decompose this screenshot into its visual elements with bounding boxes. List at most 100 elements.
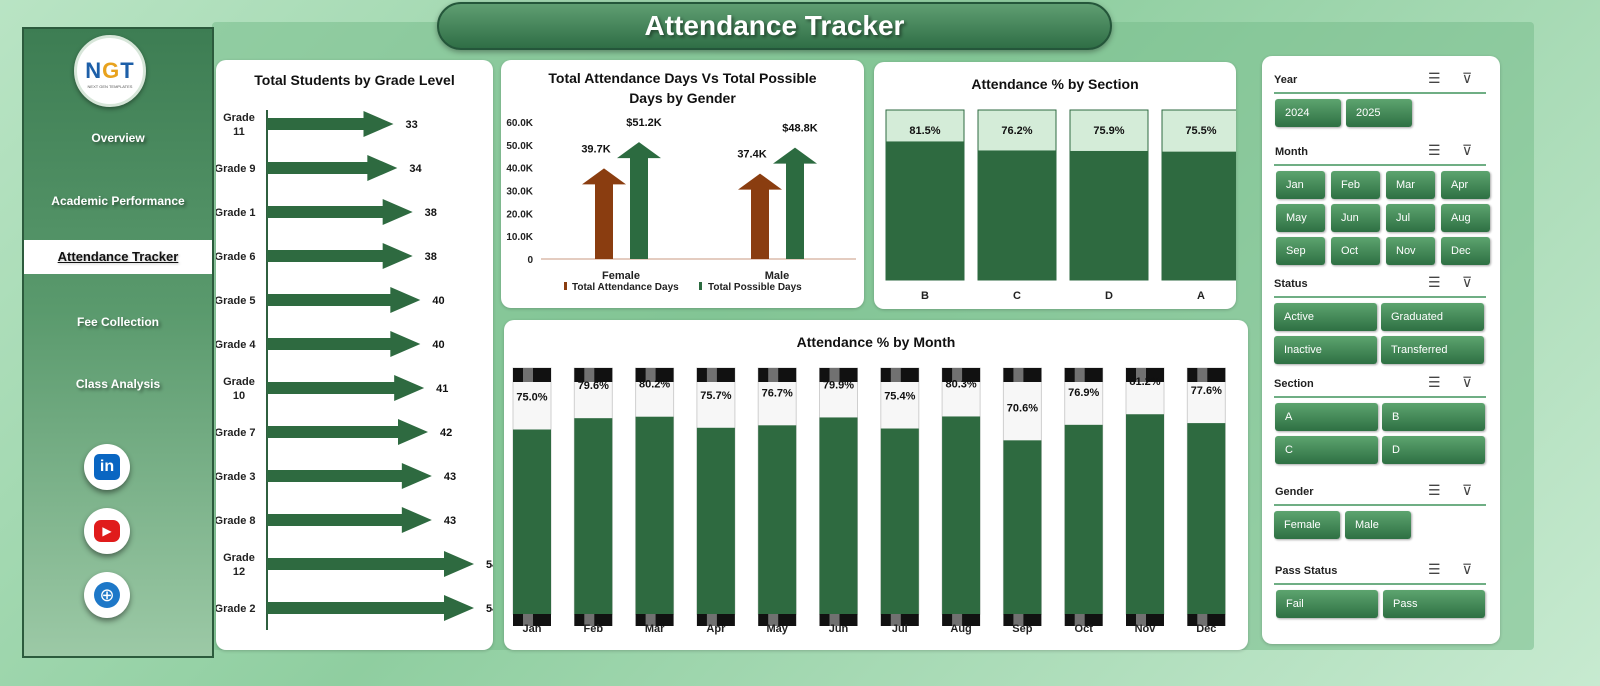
grade-level-card: Total Students by Grade Level Grade 11 33 G… [216,60,493,650]
clear-filter-icon[interactable]: ⊽ [1462,274,1473,290]
sidebar: NGT NEXT GEN TEMPLATES Overview Academic… [22,27,214,658]
month-option-jun[interactable]: Jun [1331,204,1380,232]
grade-bar-4 [267,287,421,313]
month-option-mar[interactable]: Mar [1386,171,1435,199]
grade-data-label: 54 [486,603,493,615]
grade-bar-7 [267,419,428,445]
grade-bar-1 [267,155,398,181]
slicer-divider [1274,583,1486,585]
month-bar-5 [819,417,858,614]
section-option-b[interactable]: B [1382,403,1485,431]
clear-filter-icon[interactable]: ⊽ [1462,70,1473,86]
month-bar-cap-shine-2 [645,368,656,382]
grade-tick-label: Grade 6 [216,251,255,263]
month-bar-cap-bottom-shine-11 [1197,614,1208,626]
nav-item-attendance-tracker[interactable]: Attendance Tracker [24,240,212,274]
clear-filter-icon[interactable]: ⊽ [1462,374,1473,390]
status-option-transferred[interactable]: Transferred [1381,336,1484,364]
month-data-label: 75.4% [884,391,915,403]
nav-item-overview[interactable]: Overview [91,131,145,145]
linkedin-icon: in [94,454,120,480]
status-option-inactive[interactable]: Inactive [1274,336,1377,364]
month-x-tick: May [766,623,788,635]
youtube-icon: ▶ [94,520,120,542]
month-option-jan[interactable]: Jan [1276,171,1325,199]
nav-item-fee-collection[interactable]: Fee Collection [76,315,159,329]
month-bar-cap-bottom-shine-10 [1136,614,1146,626]
grade-data-label: 40 [432,295,444,307]
clear-filter-icon[interactable]: ⊽ [1462,142,1473,158]
section-card: Attendance % by Section 81.5% B 76.2% C 75.9… [874,62,1236,309]
month-option-feb[interactable]: Feb [1331,171,1380,199]
gender-option-male[interactable]: Male [1345,511,1411,539]
website-button[interactable]: ⊕ [84,572,130,618]
section-bar-1 [978,150,1056,280]
month-data-label: 80.2% [639,379,670,391]
section-option-a[interactable]: A [1275,403,1378,431]
status-option-active[interactable]: Active [1274,303,1377,331]
month-bar-cap-shine-5 [829,368,840,382]
multi-select-icon[interactable]: ☰ [1428,482,1441,498]
month-bar-cap-shine-0 [523,368,533,382]
status-option-graduated[interactable]: Graduated [1381,303,1484,331]
grade-tick-label: Grade 2 [216,603,255,615]
section-slicer-label: Section [1274,378,1314,390]
youtube-button[interactable]: ▶ [84,508,130,554]
legend-swatch-attendance [564,282,567,290]
month-option-may[interactable]: May [1276,204,1325,232]
section-option-d[interactable]: D [1382,436,1485,464]
month-option-aug[interactable]: Aug [1441,204,1490,232]
clear-filter-icon[interactable]: ⊽ [1462,482,1473,498]
month-x-tick: Feb [584,623,604,635]
month-bar-cap-bottom-shine-8 [1013,614,1024,626]
grade-level-chart: Grade 11 33 Grade 9 34 Grade 1 38 Grade 6 38 Grad… [216,110,493,630]
month-bar-10 [1126,414,1164,614]
grade-tick-label: Grade 8 [216,515,255,527]
month-bar-cap-bottom-shine-5 [829,614,840,626]
gender-y-tick: 40.0K [506,164,533,175]
nav-item-class-analysis[interactable]: Class Analysis [75,377,161,391]
month-x-tick: Apr [706,623,726,635]
gender-y-tick: 20.0K [506,209,533,220]
month-bar-cap-shine-11 [1197,368,1208,382]
month-option-oct[interactable]: Oct [1331,237,1380,265]
multi-select-icon[interactable]: ☰ [1428,374,1441,390]
month-option-jul[interactable]: Jul [1386,204,1435,232]
grade-bar-2 [267,199,413,225]
section-option-c[interactable]: C [1275,436,1378,464]
grade-bar-10 [267,551,474,577]
grade-tick-label: Grade 5 [216,295,255,307]
month-option-nov[interactable]: Nov [1386,237,1435,265]
multi-select-icon[interactable]: ☰ [1428,561,1441,577]
gender-option-female[interactable]: Female [1274,511,1340,539]
gender-chart-title: Total Attendance Days Vs Total Possible D… [548,70,817,106]
gender-y-tick: 0 [527,255,533,266]
month-bar-11 [1187,423,1226,614]
section-data-label: 75.5% [1185,125,1216,137]
month-x-tick: Jul [892,623,908,635]
gender-data-label: 37.4K [737,149,766,161]
gender-y-tick: 10.0K [506,232,533,243]
month-option-sep[interactable]: Sep [1276,237,1325,265]
multi-select-icon[interactable]: ☰ [1428,142,1441,158]
grade-bar-6 [267,375,425,401]
month-option-apr[interactable]: Apr [1441,171,1490,199]
month-bar-cap-bottom-shine-7 [952,614,963,626]
nav-item-academic-performance[interactable]: Academic Performance [51,194,185,208]
month-x-tick: Nov [1135,623,1157,635]
grade-data-label: 38 [425,207,437,219]
gender-bar-0-0 [582,168,626,259]
pass-status-option-pass[interactable]: Pass [1383,590,1485,618]
month-bar-cap-bottom-shine-2 [645,614,656,626]
year-option-2024[interactable]: 2024 [1275,99,1341,127]
clear-filter-icon[interactable]: ⊽ [1462,561,1473,577]
pass-status-option-fail[interactable]: Fail [1276,590,1378,618]
gender-y-tick: 50.0K [506,141,533,152]
month-option-dec[interactable]: Dec [1441,237,1490,265]
multi-select-icon[interactable]: ☰ [1428,274,1441,290]
year-option-2025[interactable]: 2025 [1346,99,1412,127]
multi-select-icon[interactable]: ☰ [1428,70,1441,86]
grade-data-label: 34 [409,163,422,175]
linkedin-button[interactable]: in [84,444,130,490]
month-bar-cap-shine-1 [584,368,595,382]
